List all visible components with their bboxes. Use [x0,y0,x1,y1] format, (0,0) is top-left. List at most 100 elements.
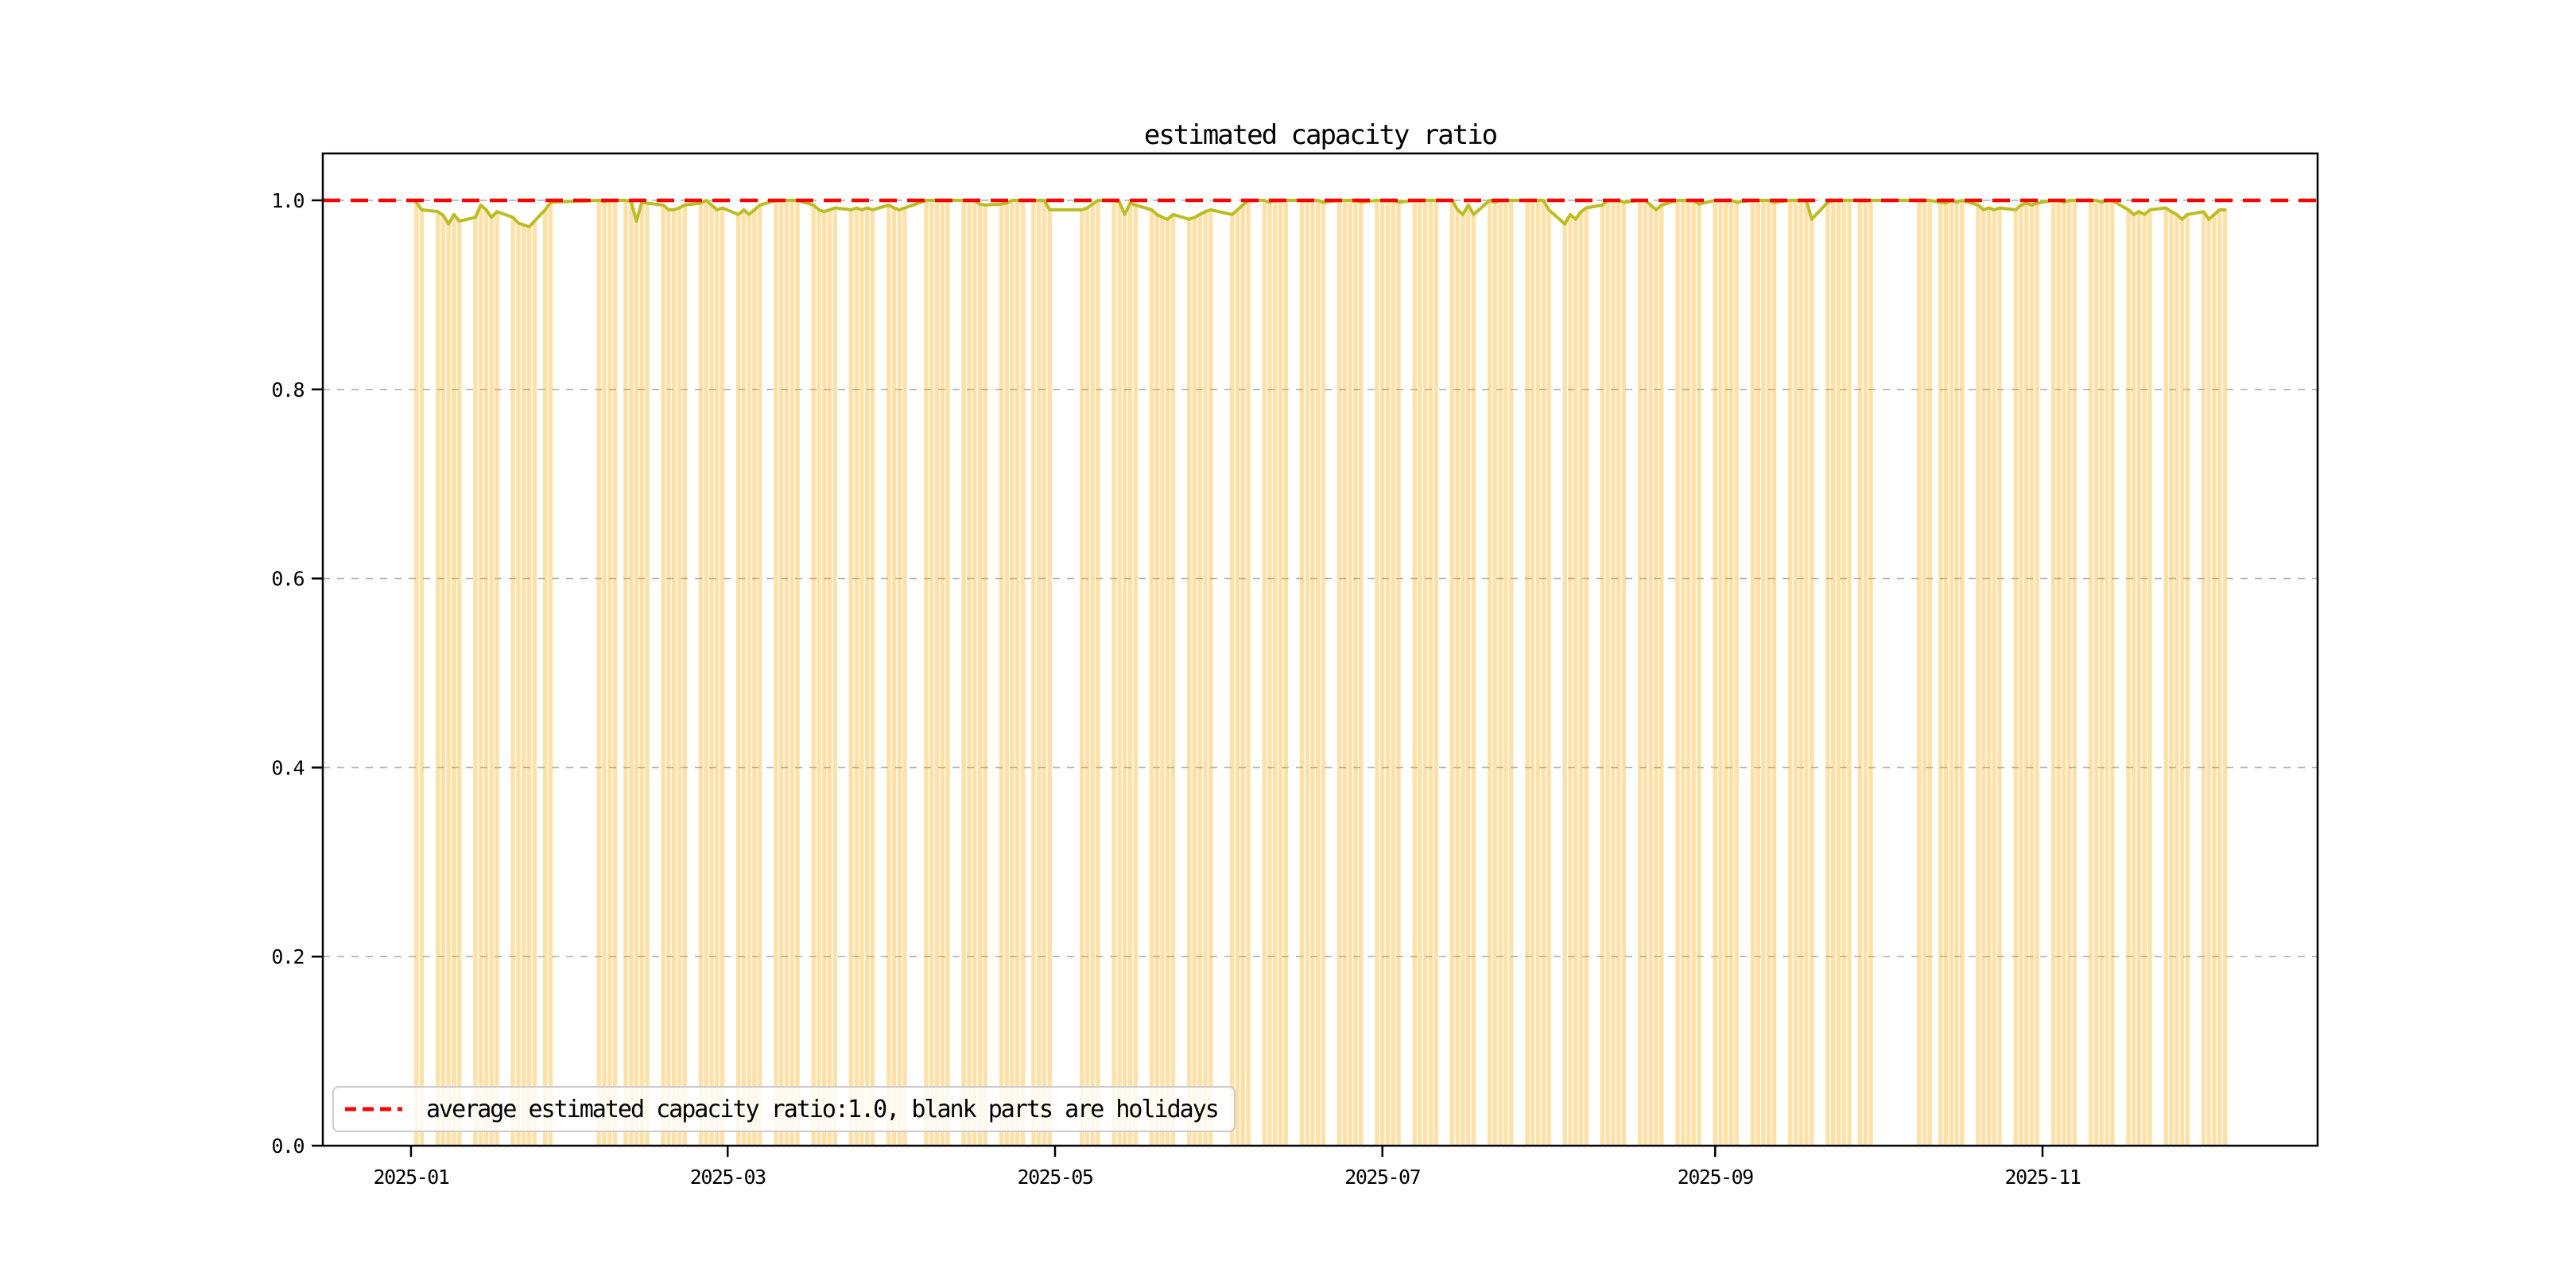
capacity-bar [897,209,902,1146]
capacity-bar [1611,200,1616,1146]
capacity-bar [1568,214,1573,1146]
capacity-bar [1648,204,1653,1146]
capacity-bar [526,227,532,1146]
capacity-bar [1149,209,1154,1146]
capacity-bar [1681,200,1686,1146]
capacity-bar [1771,202,1777,1146]
capacity-bar [1299,200,1305,1146]
capacity-bar [682,204,687,1146]
capacity-bar [1197,214,1202,1146]
capacity-bar [720,208,725,1146]
capacity-line [414,199,2227,229]
capacity-bar [623,200,628,1146]
capacity-bar [752,209,757,1146]
capacity-bar [2110,200,2115,1146]
capacity-bar [548,202,553,1146]
legend: average estimated capacity ratio:1.0, bl… [332,1086,1236,1132]
capacity-bar [1208,209,1213,1146]
capacity-bar [2147,209,2152,1146]
capacity-bar [1847,200,1852,1146]
capacity-bar [1166,219,1170,1146]
capacity-bar [1127,203,1133,1146]
capacity-bar [1235,209,1240,1146]
capacity-bar [865,208,870,1146]
capacity-bar [715,209,720,1146]
capacity-bar [2035,203,2039,1146]
capacity-bar [1659,204,1664,1146]
capacity-bar [1230,214,1235,1146]
capacity-bar [1938,202,1943,1146]
capacity-bar [1278,200,1283,1146]
capacity-bar [784,200,789,1146]
capacity-bar [977,204,983,1146]
capacity-bar [1111,200,1116,1146]
capacity-bar [1986,208,1992,1146]
capacity-bar [1305,200,1309,1146]
capacity-bar [1927,200,1932,1146]
capacity-bar [2019,204,2023,1146]
capacity-bar [473,217,478,1146]
capacity-bar [1047,209,1052,1146]
capacity-bar [747,214,751,1146]
capacity-bar [645,203,650,1146]
capacity-bar [1359,202,1364,1146]
capacity-bar [1949,200,1953,1146]
capacity-bar [1922,200,1927,1146]
capacity-bar [1471,214,1476,1146]
capacity-bar [489,217,494,1146]
capacity-bar [1096,200,1100,1146]
capacity-bar [870,209,875,1146]
capacity-bar [1997,208,2002,1146]
capacity-bar [634,221,639,1146]
capacity-bar [510,217,515,1146]
capacity-bar [891,208,897,1146]
capacity-bar [414,202,419,1146]
capacity-bar [940,200,945,1146]
capacity-bar [516,223,521,1146]
capacity-bar [999,204,1004,1146]
capacity-bar [2201,211,2206,1146]
capacity-bar [1503,200,1508,1146]
capacity-bar [1010,200,1014,1146]
line-layer [414,199,2227,229]
capacity-bar [1042,200,1047,1146]
capacity-bar [1616,200,1621,1146]
capacity-bar [483,209,489,1146]
capacity-bar [1423,200,1428,1146]
capacity-bar [1621,202,1627,1146]
capacity-bar [446,223,451,1146]
capacity-bar [1240,204,1245,1146]
y-tick-label: 1.0 [271,189,304,212]
capacity-bar [929,200,934,1146]
capacity-bar [1943,203,1949,1146]
capacity-bar [1273,200,1278,1146]
capacity-bar [967,200,972,1146]
capacity-bar [1857,200,1863,1146]
legend-dashed-line-icon [345,1107,402,1111]
capacity-bar [902,208,907,1146]
capacity-bar [1412,200,1417,1146]
capacity-bar [629,201,634,1146]
capacity-bar [1535,200,1541,1146]
capacity-bar [1578,211,1584,1146]
capacity-bar [1605,200,1610,1146]
capacity-bar [1154,214,1159,1146]
capacity-bar [1713,200,1717,1146]
capacity-bar [1788,200,1793,1146]
capacity-bar [522,224,526,1146]
capacity-bar [945,200,950,1146]
capacity-bar [2212,214,2217,1146]
capacity-bar [1767,200,1771,1146]
capacity-bar [457,221,462,1146]
y-tick-label: 0.2 [271,945,304,968]
capacity-bar [2050,200,2056,1146]
capacity-bar [704,200,708,1146]
capacity-bar [1584,208,1589,1146]
x-tick-label: 2025-05 [1018,1166,1093,1189]
capacity-bar [1262,200,1267,1146]
capacity-bar [436,211,440,1146]
capacity-bar [1798,200,1803,1146]
capacity-bar [2056,200,2061,1146]
